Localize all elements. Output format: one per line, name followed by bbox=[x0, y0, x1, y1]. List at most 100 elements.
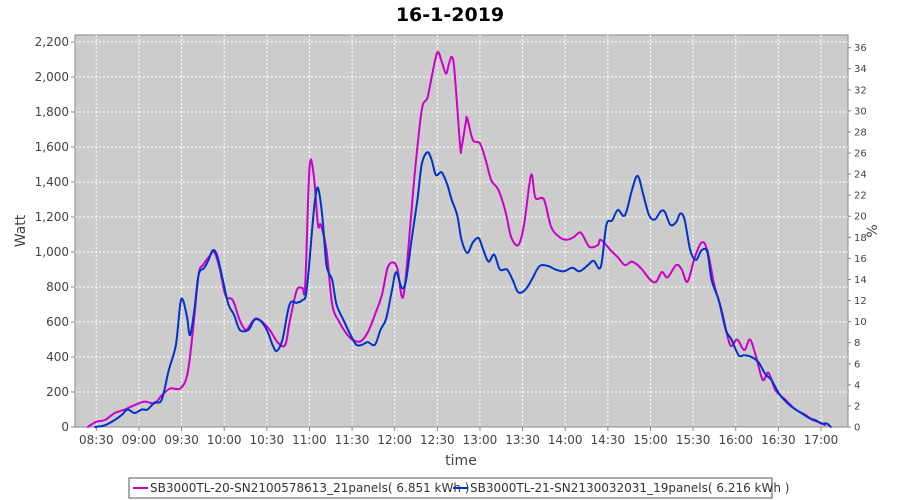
data-point bbox=[558, 236, 561, 239]
data-point bbox=[295, 289, 298, 292]
data-point bbox=[277, 342, 280, 344]
data-point bbox=[459, 144, 461, 147]
data-point bbox=[550, 225, 552, 228]
data-point bbox=[344, 330, 346, 333]
data-point bbox=[113, 419, 116, 421]
data-point bbox=[450, 55, 453, 58]
data-point bbox=[381, 293, 383, 296]
data-point bbox=[321, 214, 324, 217]
data-point bbox=[706, 251, 709, 253]
data-point bbox=[764, 373, 767, 376]
data-point bbox=[247, 328, 250, 331]
y2-tick-label: 28 bbox=[854, 127, 867, 138]
data-point bbox=[359, 340, 362, 343]
data-point bbox=[342, 319, 345, 322]
data-point bbox=[754, 354, 757, 357]
data-point bbox=[319, 223, 322, 226]
x-tick-label: 10:00 bbox=[207, 433, 242, 447]
chart-title: 16-1-2019 bbox=[396, 4, 504, 26]
data-point bbox=[736, 338, 739, 341]
y-tick-label: 1,800 bbox=[35, 105, 69, 119]
x-tick-label: 12:00 bbox=[377, 433, 412, 447]
data-point bbox=[430, 159, 433, 162]
y-tick-label: 1,600 bbox=[35, 140, 69, 154]
data-point bbox=[281, 338, 284, 341]
data-point bbox=[203, 266, 206, 269]
y2-tick-label: 18 bbox=[854, 233, 867, 244]
data-point bbox=[395, 271, 398, 274]
data-point bbox=[420, 109, 423, 112]
data-point bbox=[314, 198, 317, 201]
x-axis-label: time bbox=[445, 453, 477, 469]
data-point bbox=[730, 338, 733, 341]
data-point bbox=[453, 69, 456, 71]
data-point bbox=[201, 264, 204, 267]
y2-tick-label: 4 bbox=[854, 380, 860, 391]
data-point bbox=[531, 277, 534, 280]
data-point bbox=[490, 179, 493, 182]
data-point bbox=[689, 249, 692, 252]
data-point bbox=[631, 188, 633, 191]
y-tick-label: 1,200 bbox=[35, 210, 69, 224]
x-tick-label: 15:30 bbox=[676, 433, 711, 447]
data-point bbox=[534, 196, 537, 199]
data-point bbox=[659, 210, 662, 213]
grid-lines bbox=[75, 35, 848, 427]
data-point bbox=[506, 268, 508, 271]
y2-tick-label: 16 bbox=[854, 254, 867, 265]
data-point bbox=[511, 279, 514, 281]
data-point bbox=[409, 223, 412, 226]
x-tick-label: 14:00 bbox=[548, 433, 583, 447]
data-point bbox=[317, 187, 319, 190]
data-point bbox=[547, 265, 550, 267]
y2-tick-label: 10 bbox=[854, 317, 867, 328]
y2-tick-label: 34 bbox=[854, 64, 867, 75]
data-point bbox=[349, 334, 352, 337]
data-point bbox=[808, 417, 811, 420]
y2-tick-label: 8 bbox=[854, 338, 860, 349]
data-point bbox=[390, 289, 393, 292]
data-point bbox=[562, 270, 565, 273]
data-point bbox=[710, 279, 713, 281]
data-point bbox=[446, 183, 449, 186]
data-point bbox=[743, 349, 746, 351]
data-point bbox=[169, 387, 172, 390]
data-point bbox=[717, 299, 720, 302]
data-point bbox=[402, 295, 405, 298]
x-tick-label: 16:00 bbox=[718, 433, 753, 447]
y-tick-label: 0 bbox=[61, 420, 69, 434]
data-point bbox=[497, 188, 500, 191]
y2-axis-label: % bbox=[865, 224, 881, 237]
data-point bbox=[335, 303, 338, 306]
data-point bbox=[588, 245, 591, 248]
data-point bbox=[579, 231, 582, 234]
data-point bbox=[430, 76, 433, 78]
data-point bbox=[554, 268, 557, 271]
data-point bbox=[669, 223, 672, 226]
data-point bbox=[410, 237, 413, 239]
data-point bbox=[565, 238, 568, 241]
data-point bbox=[386, 266, 389, 269]
y2-tick-label: 2 bbox=[854, 401, 860, 412]
data-point bbox=[301, 286, 304, 289]
data-point bbox=[517, 291, 520, 294]
data-point bbox=[304, 284, 307, 287]
data-point bbox=[379, 328, 382, 331]
data-point bbox=[814, 419, 817, 421]
x-tick-label: 16:30 bbox=[761, 433, 796, 447]
data-point bbox=[426, 97, 429, 99]
data-point bbox=[450, 198, 453, 201]
data-point bbox=[265, 328, 268, 331]
data-point bbox=[587, 264, 589, 267]
data-point bbox=[824, 424, 827, 427]
series-lines bbox=[86, 50, 832, 428]
data-point bbox=[113, 412, 116, 414]
data-point bbox=[749, 338, 751, 341]
data-point bbox=[392, 261, 395, 264]
y2-tick-label: 14 bbox=[854, 275, 867, 286]
data-point bbox=[426, 151, 429, 154]
data-point bbox=[639, 266, 642, 269]
data-point bbox=[592, 259, 595, 262]
data-point bbox=[288, 303, 291, 306]
